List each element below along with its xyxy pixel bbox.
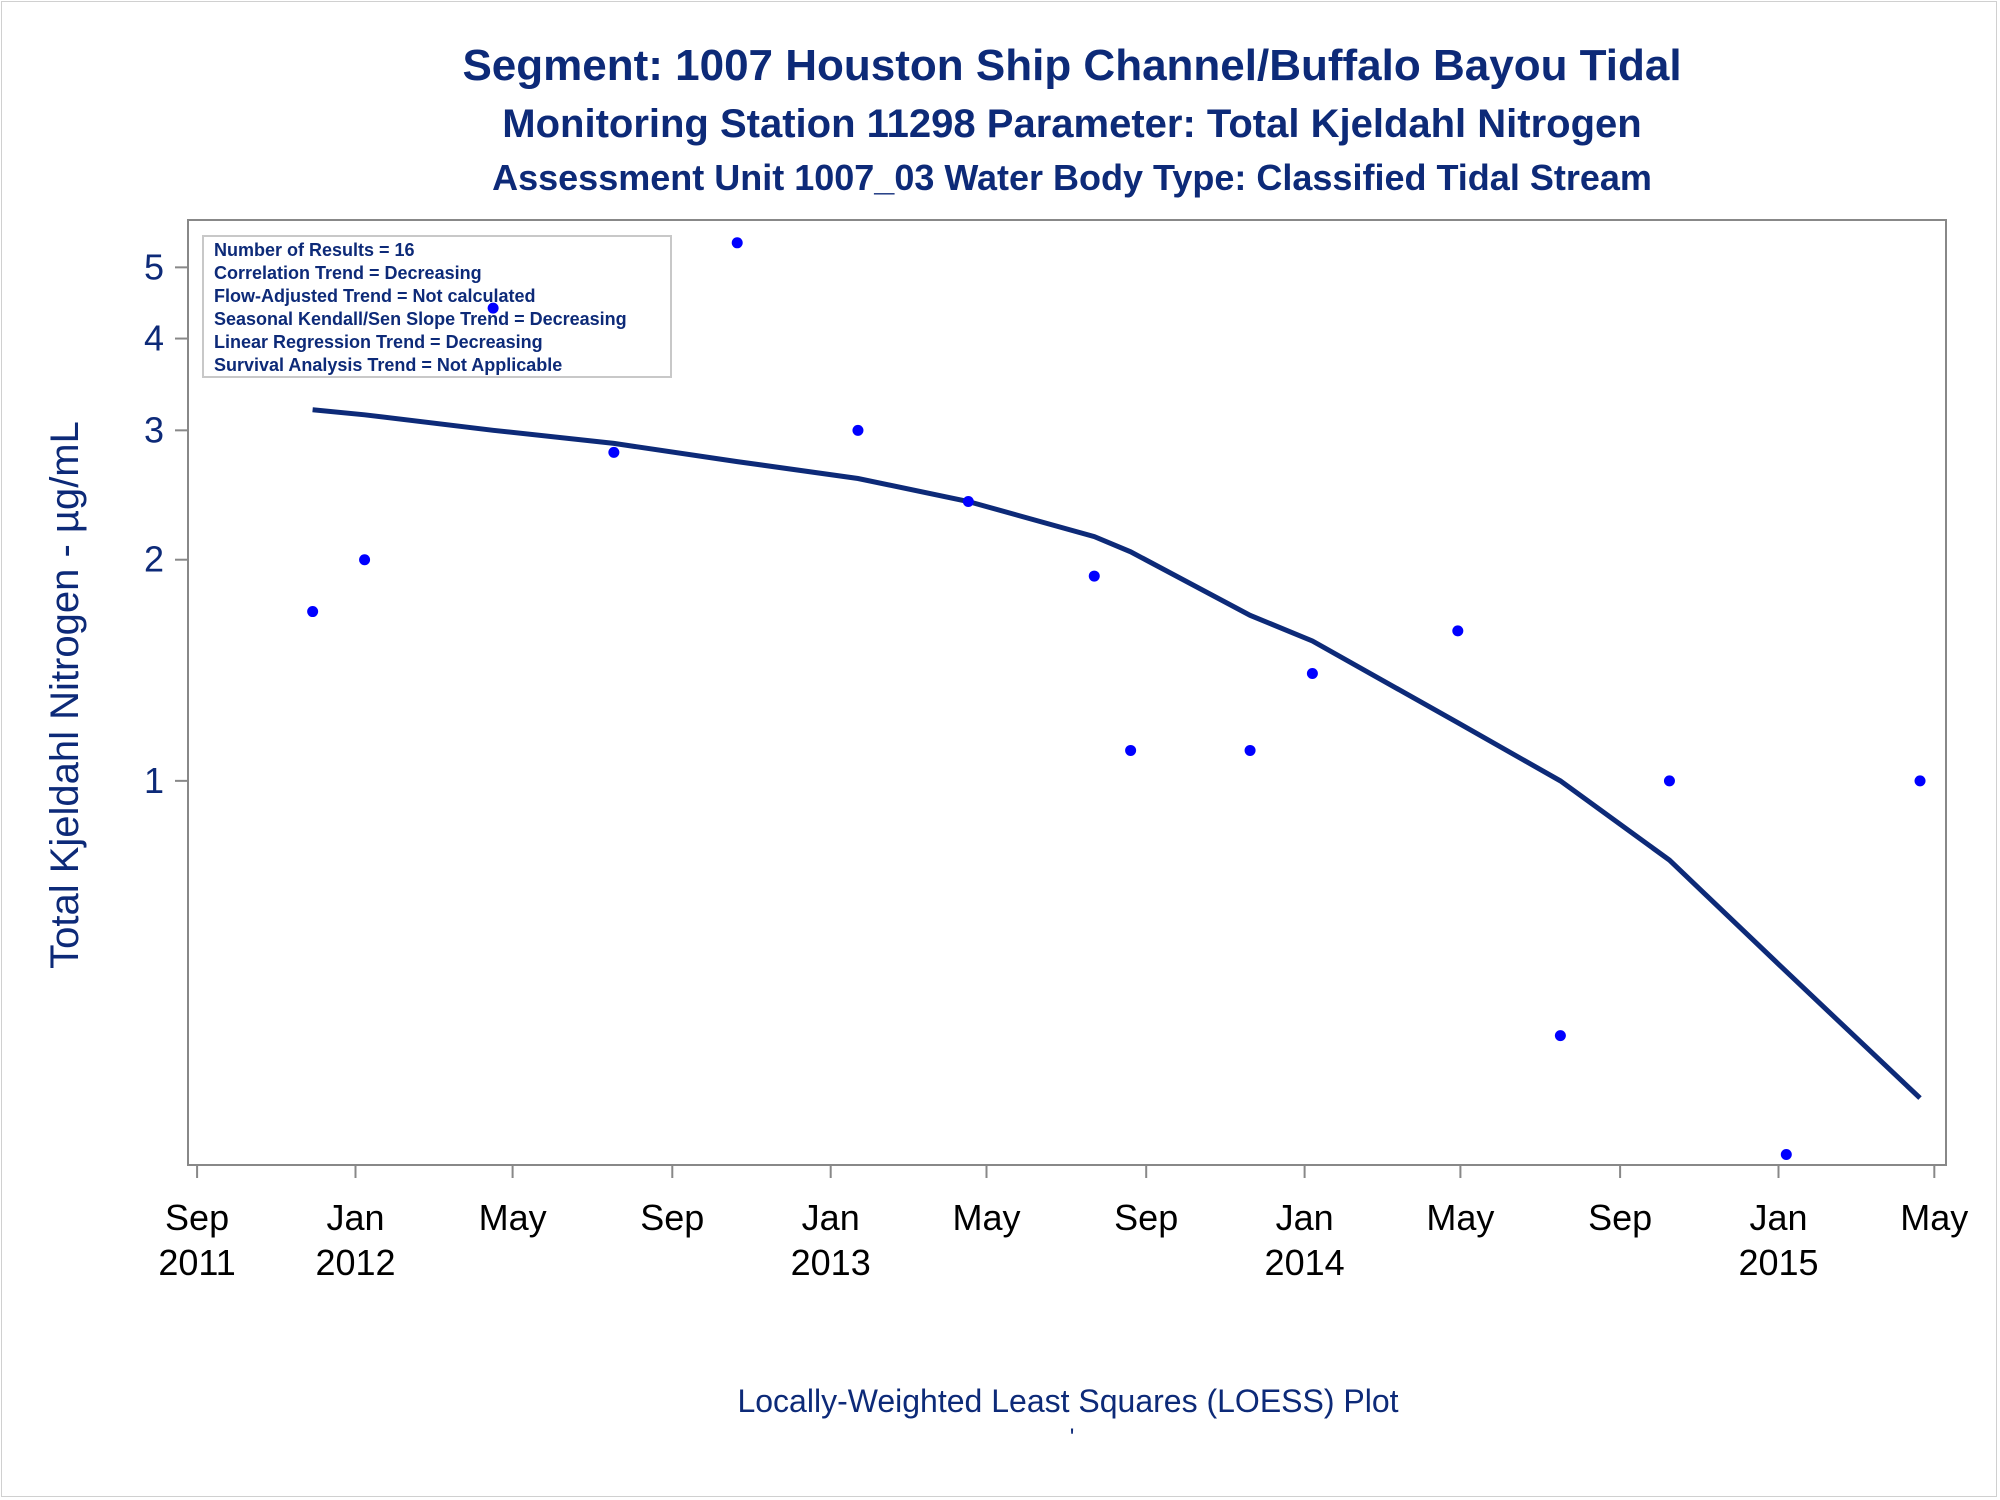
chart-subtitle: Monitoring Station 11298 Parameter: Tota… [502,102,1641,146]
x-tick-label-4: Jan [802,1197,860,1238]
loess-curve [312,407,1922,1100]
trend-summary-box: Number of Results = 16 Correlation Trend … [202,235,672,378]
trend-summary-border [202,235,672,378]
data-point-7 [1088,570,1100,582]
x-tick-label-7: Jan [1276,1197,1334,1238]
y-axis: 1 2 3 4 5 [144,246,188,801]
trend-summary-line-2: Flow-Adjusted Trend = Not calculated [214,286,536,306]
y-tick-label-2: 3 [144,409,164,450]
y-tick-label-1: 2 [144,539,164,580]
data-point-2 [487,302,499,314]
trend-summary-line-1: Correlation Trend = Decreasing [214,263,482,283]
data-point-14 [1780,1149,1792,1161]
x-tick-label-10: Jan [1749,1197,1807,1238]
x-tick-label-1: Jan [326,1197,384,1238]
data-point-4 [731,237,743,249]
x-tick-label-0: Sep [165,1197,229,1238]
data-point-1 [359,554,371,566]
trend-summary-line-3: Seasonal Kendall/Sen Slope Trend = Decre… [214,309,627,329]
footnote: ' [1070,1424,1075,1451]
y-tick-label-4: 5 [144,246,164,287]
x-axis-label: Locally-Weighted Least Squares (LOESS) P… [737,1383,1398,1419]
data-point-9 [1244,744,1256,756]
x-tick-year-10: 2015 [1738,1242,1818,1283]
x-tick-year-1: 2012 [315,1242,395,1283]
data-point-15 [1914,775,1926,787]
data-points [307,237,1926,1161]
y-tick-label-3: 4 [144,318,164,359]
trend-summary-line-4: Linear Regression Trend = Decreasing [214,332,543,352]
data-point-0 [307,606,319,618]
trend-summary-line-0: Number of Results = 16 [214,240,415,260]
data-point-3 [608,446,620,458]
x-tick-label-5: May [952,1197,1020,1238]
data-point-6 [962,496,974,508]
x-tick-year-4: 2013 [791,1242,871,1283]
x-tick-year-7: 2014 [1265,1242,1345,1283]
y-axis-label: Total Kjeldahl Nitrogen - µg/mL [43,421,87,969]
data-point-11 [1452,625,1464,637]
data-point-10 [1306,668,1318,680]
data-point-5 [852,424,864,436]
x-tick-label-3: Sep [640,1197,704,1238]
data-point-12 [1554,1030,1566,1042]
x-tick-label-9: Sep [1588,1197,1652,1238]
chart-subtitle-2: Assessment Unit 1007_03 Water Body Type:… [492,157,1652,198]
x-tick-label-6: Sep [1114,1197,1178,1238]
trend-summary-line-5: Survival Analysis Trend = Not Applicable [214,355,562,375]
x-tick-year-0: 2011 [158,1242,235,1283]
data-point-13 [1663,775,1675,787]
x-tick-label-2: May [479,1197,547,1238]
data-point-8 [1125,744,1137,756]
x-tick-label-8: May [1426,1197,1494,1238]
chart-title: Segment: 1007 Houston Ship Channel/Buffa… [462,41,1681,90]
y-tick-label-0: 1 [144,760,164,801]
x-tick-label-11: May [1900,1197,1968,1238]
